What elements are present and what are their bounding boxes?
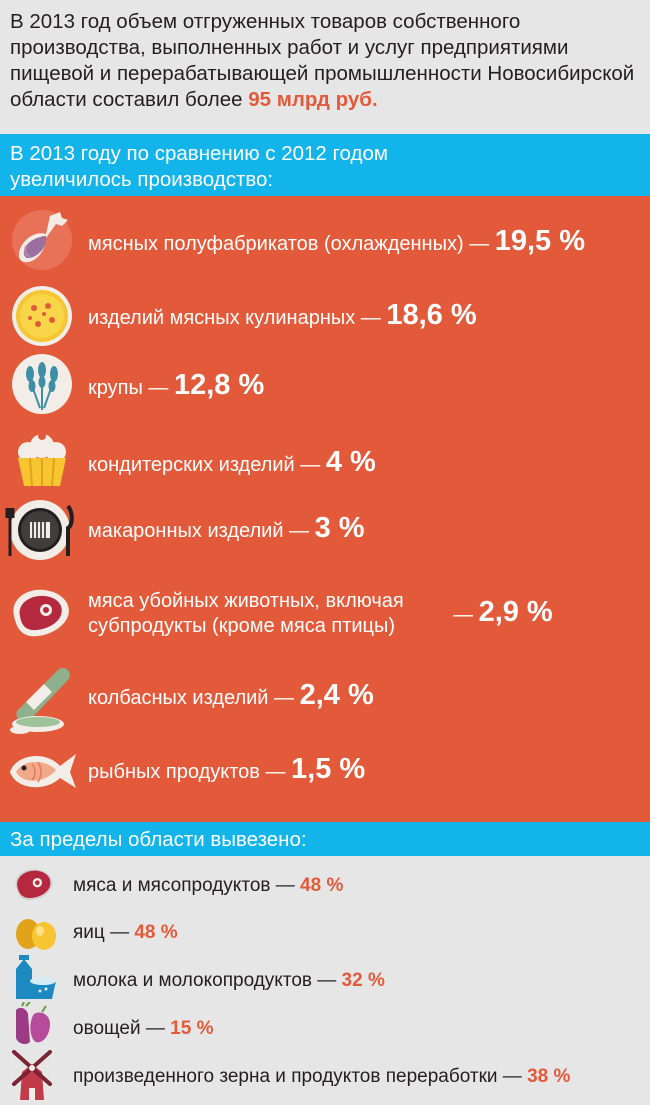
eggs-icon [10, 914, 62, 952]
growth-item-label: рыбных продуктов — 1,5 % [88, 753, 366, 785]
growth-item-text: крупы — [88, 377, 174, 399]
export-item-label: мяса и мясопродуктов — 48 % [73, 875, 343, 897]
export-item-label: овощей — 15 % [73, 1018, 213, 1040]
intro-block: В 2013 год объем отгруженных товаров соб… [0, 0, 650, 134]
export-item-label: произведенного зерна и продуктов перераб… [73, 1066, 570, 1088]
growth-item-text: изделий мясных кулинарных — [88, 307, 387, 329]
wheat-icon [10, 352, 74, 416]
growth-item-value: 3 % [314, 512, 365, 544]
growth-item-label: крупы — 12,8 % [88, 369, 265, 401]
growth-item-label: кондитерских изделий — 4 % [88, 446, 376, 478]
growth-item-label: изделий мясных кулинарных — 18,6 % [88, 299, 477, 331]
growth-item-text-line1: мяса убойных животных, включая [88, 590, 404, 612]
export-item-value: 48 % [134, 922, 178, 943]
growth-item-value: 2,4 % [299, 679, 374, 711]
export-item-value: 32 % [341, 970, 385, 991]
growth-item-text: рыбных продуктов — [88, 761, 292, 783]
growth-item-value-group: — 2,9 % [453, 596, 553, 629]
growth-item-dash: — [453, 604, 479, 626]
growth-item-value: 18,6 % [386, 299, 477, 331]
growth-item-label-multiline: мяса убойных животных, включая субпродук… [88, 589, 404, 639]
plate-cutlery-icon [4, 496, 76, 564]
export-item-label: молока и молокопродуктов — 32 % [73, 970, 385, 992]
export-item-value: 38 % [527, 1066, 571, 1087]
growth-item-value: 19,5 % [494, 225, 586, 257]
cupcake-icon [8, 428, 76, 490]
fish-icon [6, 746, 80, 796]
growth-panel [0, 196, 650, 822]
windmill-icon [8, 1050, 56, 1102]
sausage-icon [4, 660, 76, 738]
growth-item-value: 2,9 % [478, 596, 553, 628]
growth-item-value: 12,8 % [173, 369, 265, 401]
growth-item-text: мясных полуфабрикатов (охлажденных) — [88, 233, 495, 255]
meat-steak-icon [10, 864, 58, 904]
growth-item-text-line2: субпродукты (кроме мяса птицы) [88, 615, 396, 637]
growth-header: В 2013 году по сравнению с 2012 годом ув… [0, 134, 650, 196]
intro-highlight: 95 млрд руб. [248, 88, 378, 111]
growth-item-text: макаронных изделий — [88, 520, 315, 542]
meat-steak-icon [6, 582, 76, 642]
growth-item-value: 1,5 % [291, 753, 366, 785]
export-item-value: 48 % [300, 875, 344, 896]
export-item-text: мяса и мясопродуктов — [73, 875, 301, 896]
export-header: За пределы области вывезено: [0, 822, 650, 856]
growth-header-line1: В 2013 году по сравнению с 2012 годом [10, 142, 388, 165]
export-item-text: яиц — [73, 922, 135, 943]
export-item-label: яиц — 48 % [73, 922, 178, 944]
vegetables-icon [10, 1002, 56, 1048]
growth-header-line2: увеличилось производство: [10, 168, 274, 191]
growth-item-label: макаронных изделий — 3 % [88, 512, 365, 544]
growth-item-label: колбасных изделий — 2,4 % [88, 679, 374, 711]
export-item-text: молока и молокопродуктов — [73, 970, 342, 991]
intro-text: В 2013 год объем отгруженных товаров соб… [10, 10, 635, 111]
chicken-leg-icon [10, 208, 74, 272]
growth-item-text: колбасных изделий — [88, 687, 300, 709]
export-item-value: 15 % [170, 1018, 214, 1039]
pizza-icon [8, 282, 76, 350]
export-item-text: произведенного зерна и продуктов перераб… [73, 1066, 528, 1087]
growth-item-label: мясных полуфабрикатов (охлажденных) — 19… [88, 225, 586, 257]
growth-item-text: кондитерских изделий — [88, 454, 326, 476]
milk-icon [10, 953, 60, 1003]
growth-item-value: 4 % [325, 446, 376, 478]
export-item-text: овощей — [73, 1018, 171, 1039]
